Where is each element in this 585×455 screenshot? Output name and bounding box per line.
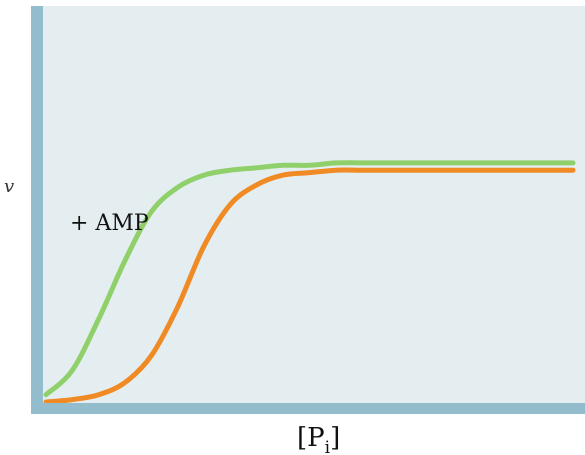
x-axis-label-main: [P bbox=[297, 423, 325, 453]
y-axis-label: v bbox=[4, 176, 14, 197]
y-axis bbox=[31, 6, 43, 414]
x-axis-label-subscript: i bbox=[325, 438, 331, 455]
series-layer bbox=[43, 160, 576, 405]
x-axis-label: [Pi] bbox=[297, 423, 340, 455]
x-axis-label-close: ] bbox=[330, 423, 340, 453]
annotation-plus-amp: + AMP bbox=[70, 211, 149, 236]
plot-area bbox=[38, 6, 585, 406]
series-line-no-amp bbox=[43, 167, 576, 405]
x-axis bbox=[31, 403, 585, 414]
series-line-plus-amp bbox=[43, 160, 576, 398]
